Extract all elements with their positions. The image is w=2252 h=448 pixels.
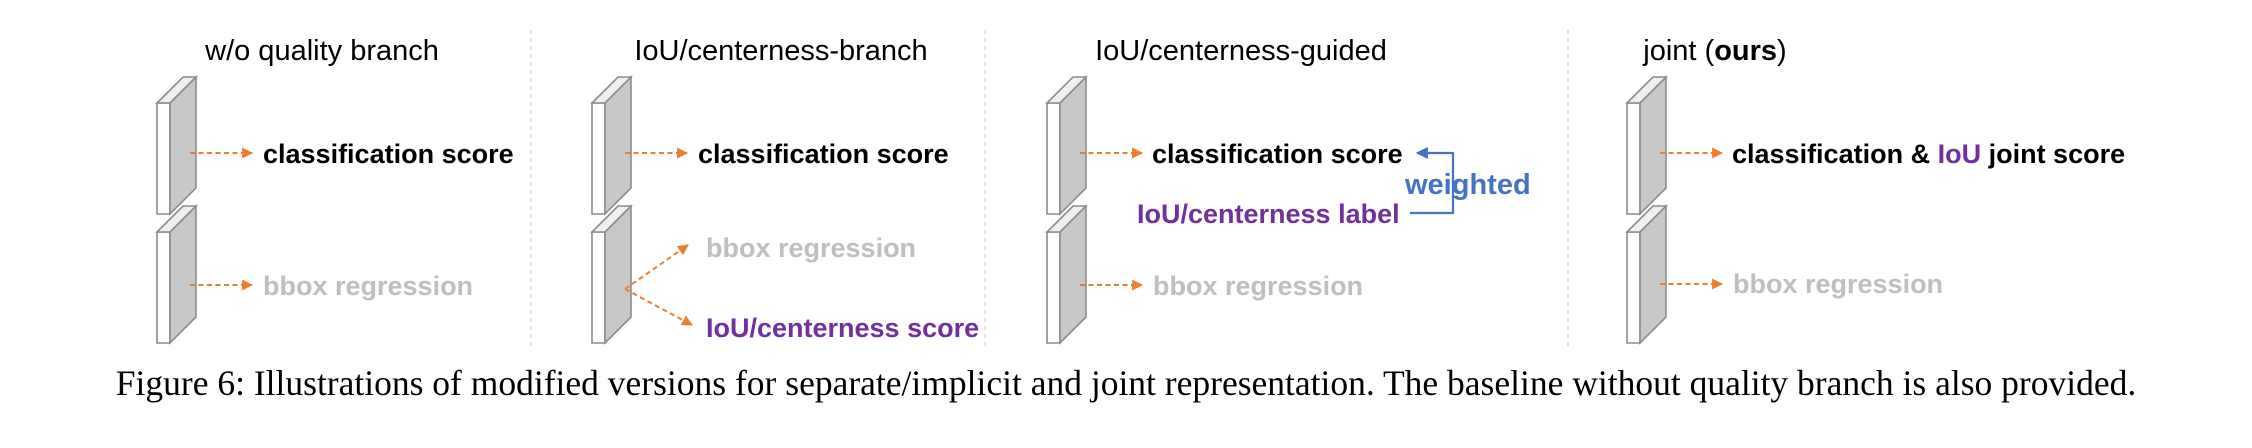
feature-block-icon (1046, 76, 1087, 215)
joint-score-label: classification & IoU joint score (1732, 139, 2125, 169)
figure-caption: Figure 6: Illustrations of modified vers… (115, 363, 2137, 403)
classification-score-label: classification score (263, 139, 514, 169)
panel-title: w/o quality branch (204, 35, 439, 67)
panel-without-quality-branch: w/o quality branch classification score … (156, 35, 514, 344)
panel-title: joint (ours) (1642, 35, 1786, 67)
feature-block-icon (156, 205, 197, 344)
panel-iou-centerness-guided: IoU/centerness-guided classification sco… (1046, 35, 1531, 344)
bbox-regression-label: bbox regression (1733, 269, 1943, 299)
feature-block-icon (591, 205, 632, 344)
bbox-regression-label: bbox regression (263, 271, 473, 301)
panel-title: IoU/centerness-branch (634, 35, 927, 67)
bracket-arrow-icon (1410, 146, 1455, 215)
arrow-icon (624, 288, 693, 326)
classification-score-label: classification score (698, 139, 949, 169)
iou-centerness-score-label: IoU/centerness score (706, 313, 979, 343)
panel-iou-centerness-branch: IoU/centerness-branch classification sco… (591, 35, 979, 344)
diagram: w/o quality branch classification score … (156, 30, 2125, 350)
panel-title: IoU/centerness-guided (1095, 35, 1387, 67)
feature-block-icon (156, 76, 197, 215)
bbox-regression-label: bbox regression (706, 233, 916, 263)
weighted-label: weighted (1404, 169, 1531, 201)
arrow-icon (624, 244, 689, 290)
panel-joint-ours: joint (ours) classification & IoU joint … (1626, 35, 2125, 344)
iou-centerness-label: IoU/centerness label (1137, 199, 1400, 229)
feature-block-icon (1626, 76, 1667, 215)
feature-block-icon (591, 76, 632, 215)
feature-block-icon (1626, 205, 1667, 344)
bbox-regression-label: bbox regression (1153, 271, 1363, 301)
classification-score-label: classification score (1152, 139, 1403, 169)
feature-block-icon (1046, 205, 1087, 344)
